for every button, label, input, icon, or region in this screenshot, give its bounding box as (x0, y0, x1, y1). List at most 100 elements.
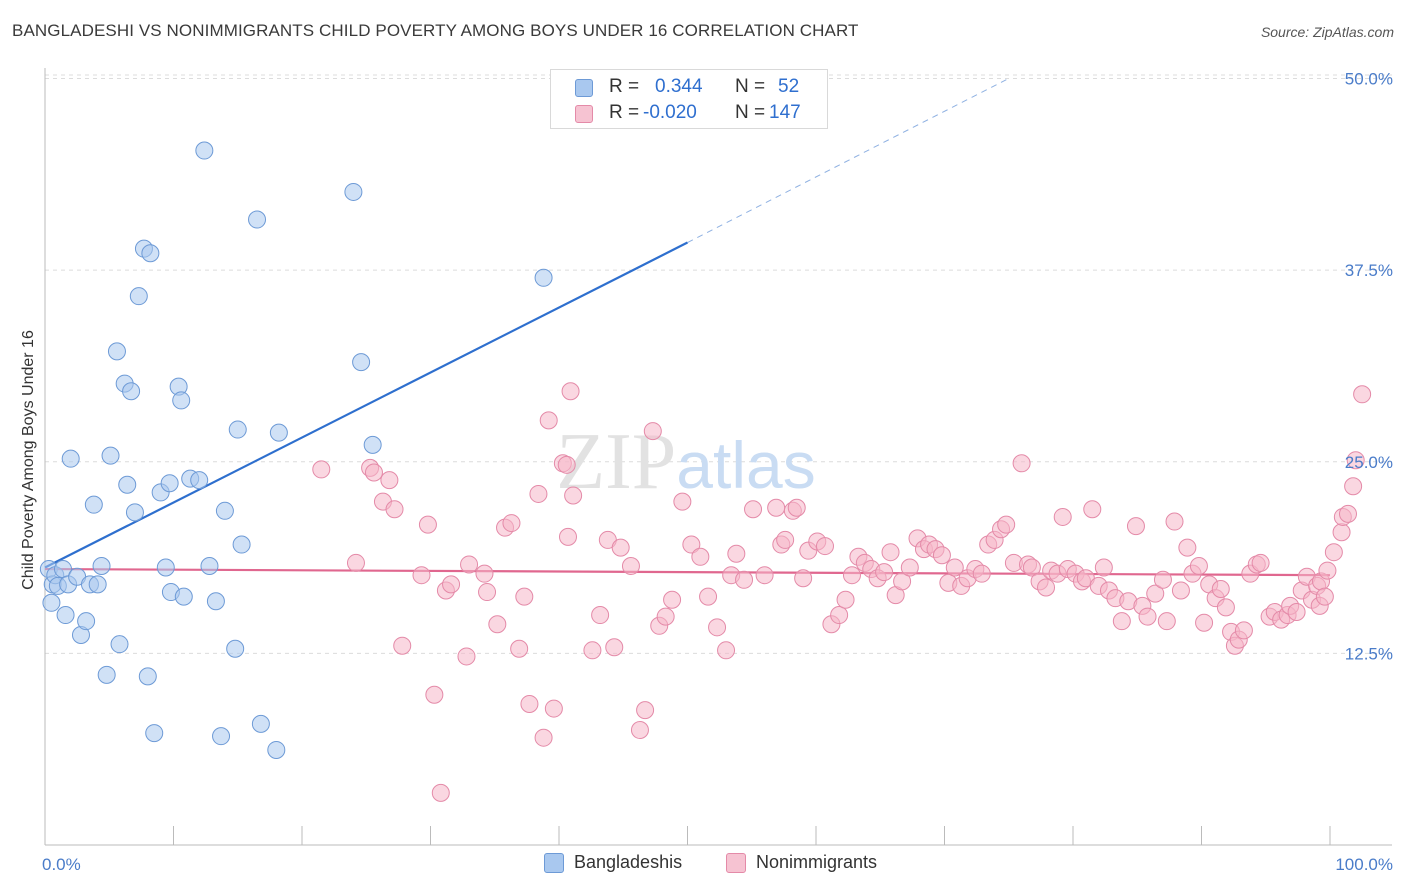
point-nonimmigrants (412, 566, 431, 585)
point-nonimmigrants (836, 590, 855, 609)
legend-n-label: N = (735, 76, 766, 97)
point-nonimmigrants (515, 587, 534, 606)
point-bangladeshis (110, 635, 129, 654)
chart-title: BANGLADESHI VS NONIMMIGRANTS CHILD POVER… (12, 21, 859, 40)
point-bangladeshis (200, 556, 219, 575)
point-nonimmigrants (875, 563, 894, 582)
point-bangladeshis (206, 592, 225, 611)
point-nonimmigrants (1344, 477, 1363, 496)
correlation-legend: R = 0.344 N = 52 R = -0.020 N = 147 (550, 69, 828, 129)
point-nonimmigrants (1178, 538, 1197, 557)
legend-n-value: 147 (769, 102, 801, 123)
legend-row-nonimmigrants: R = -0.020 N = 147 (551, 102, 827, 128)
point-nonimmigrants (442, 575, 461, 594)
point-nonimmigrants (1216, 598, 1235, 617)
legend-label-bangladeshis: Bangladeshis (574, 852, 683, 872)
point-nonimmigrants (1053, 507, 1072, 526)
point-nonimmigrants (380, 471, 399, 490)
legend-r-value: 0.344 (655, 76, 703, 97)
trend-line-bangladeshis (44, 241, 688, 569)
point-nonimmigrants (1165, 512, 1184, 531)
point-nonimmigrants (621, 556, 640, 575)
point-nonimmigrants (997, 515, 1016, 534)
axes (44, 68, 1392, 846)
point-bangladeshis (534, 268, 553, 287)
point-bangladeshis (84, 495, 103, 514)
point-nonimmigrants (727, 544, 746, 563)
point-nonimmigrants (1234, 621, 1253, 640)
point-bangladeshis (145, 724, 164, 743)
point-nonimmigrants (1315, 587, 1334, 606)
point-nonimmigrants (1353, 385, 1372, 404)
point-bangladeshis (101, 446, 120, 465)
chart-source: Source: ZipAtlas.com (1260, 24, 1394, 40)
point-nonimmigrants (1287, 602, 1306, 621)
point-nonimmigrants (431, 783, 450, 802)
point-nonimmigrants (1324, 543, 1343, 562)
point-bangladeshis (160, 474, 179, 493)
point-nonimmigrants (561, 382, 580, 401)
y-tick-labels: 12.5% 25.0% 37.5% 50.0% (1345, 70, 1393, 664)
point-nonimmigrants (1112, 612, 1131, 631)
point-nonimmigrants (717, 641, 736, 660)
point-nonimmigrants (972, 564, 991, 583)
point-bangladeshis (226, 639, 245, 658)
point-nonimmigrants (663, 590, 682, 609)
point-nonimmigrants (708, 618, 727, 637)
point-nonimmigrants (1037, 578, 1056, 597)
point-nonimmigrants (418, 515, 437, 534)
point-nonimmigrants (1189, 556, 1208, 575)
point-bangladeshis (269, 423, 288, 442)
point-bangladeshis (172, 391, 191, 410)
point-nonimmigrants (502, 514, 521, 533)
x-tick-labels: 0.0% 100.0% (42, 855, 1393, 874)
point-bangladeshis (174, 587, 193, 606)
point-nonimmigrants (735, 570, 754, 589)
point-nonimmigrants (544, 699, 563, 718)
point-nonimmigrants (557, 455, 576, 474)
x-tick-label-max: 100.0% (1335, 855, 1393, 874)
point-nonimmigrants (776, 530, 795, 549)
point-nonimmigrants (1171, 581, 1190, 600)
point-bangladeshis (129, 287, 148, 306)
point-bangladeshis (88, 575, 107, 594)
point-nonimmigrants (656, 607, 675, 626)
point-nonimmigrants (1157, 612, 1176, 631)
point-bangladeshis (42, 593, 61, 612)
x-tick-label-min: 0.0% (42, 855, 81, 874)
point-nonimmigrants (1251, 553, 1270, 572)
point-nonimmigrants (1146, 584, 1165, 603)
point-bangladeshis (122, 382, 141, 401)
point-bangladeshis (77, 612, 96, 631)
point-nonimmigrants (591, 606, 610, 625)
point-nonimmigrants (520, 694, 539, 713)
point-bangladeshis (363, 435, 382, 454)
point-nonimmigrants (744, 500, 763, 519)
point-nonimmigrants (630, 721, 649, 740)
point-nonimmigrants (312, 460, 331, 479)
y-tick-label: 25.0% (1345, 453, 1393, 472)
point-nonimmigrants (1346, 451, 1365, 470)
point-bangladeshis (138, 667, 157, 686)
y-tick-label: 37.5% (1345, 261, 1393, 280)
series-legend: Bangladeshis Nonimmigrants (0, 852, 1406, 876)
point-nonimmigrants (1211, 579, 1230, 598)
point-nonimmigrants (932, 546, 951, 565)
point-nonimmigrants (475, 564, 494, 583)
point-nonimmigrants (564, 486, 583, 505)
watermark: ZIPatlas (556, 418, 815, 506)
y-tick-label: 12.5% (1345, 644, 1393, 663)
point-nonimmigrants (460, 555, 479, 574)
legend-r-label: R = (609, 76, 640, 97)
legend-swatch-pink (726, 853, 746, 873)
point-nonimmigrants (1153, 570, 1172, 589)
legend-swatch-pink (575, 105, 593, 123)
point-nonimmigrants (534, 728, 553, 747)
point-nonimmigrants (1022, 558, 1041, 577)
point-nonimmigrants (1332, 523, 1351, 542)
point-nonimmigrants (393, 636, 412, 655)
point-nonimmigrants (1094, 558, 1113, 577)
point-bangladeshis (190, 471, 209, 490)
legend-n-value: 52 (778, 76, 800, 97)
